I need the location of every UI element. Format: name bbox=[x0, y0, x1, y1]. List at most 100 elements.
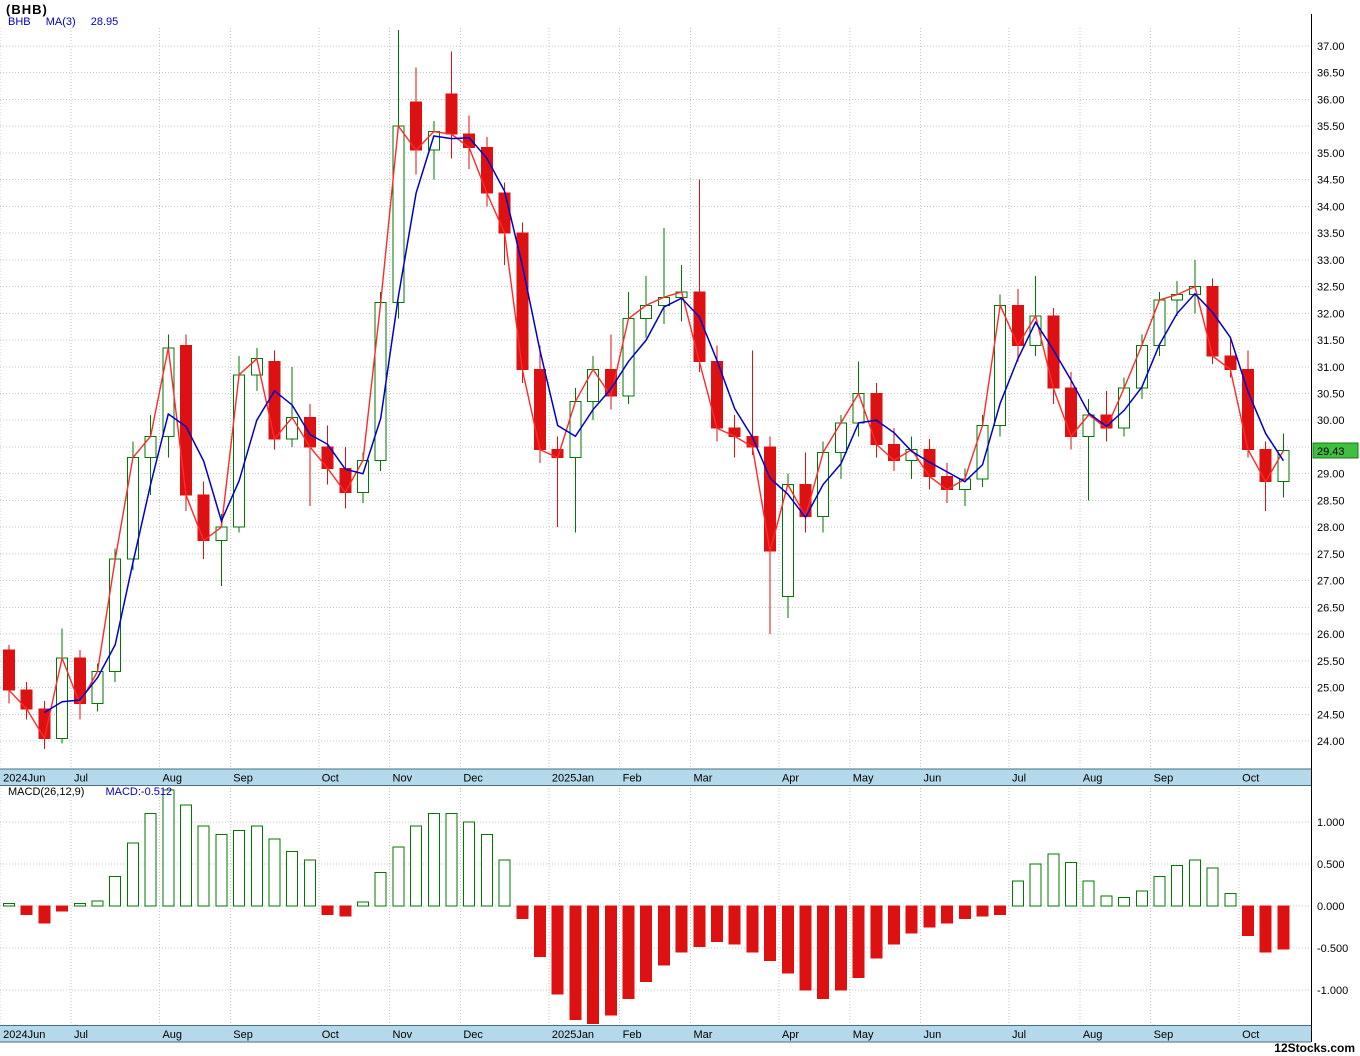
macd-bar bbox=[976, 905, 989, 917]
candle-body bbox=[233, 374, 246, 528]
page-title: (BHB) bbox=[6, 2, 48, 17]
macd-tick-label: 0.000 bbox=[1317, 901, 1345, 913]
macd-bar bbox=[180, 804, 192, 907]
legend-ma-label: MA(3) bbox=[45, 16, 76, 28]
macd-tick-label: 0.500 bbox=[1317, 859, 1345, 871]
month-label: Aug bbox=[1083, 773, 1103, 785]
macd-bar bbox=[1011, 880, 1024, 907]
price-tick-label: 26.50 bbox=[1317, 602, 1345, 614]
macd-bar bbox=[1047, 853, 1060, 907]
price-tick-label: 28.50 bbox=[1317, 495, 1345, 507]
candle-body bbox=[357, 459, 369, 493]
price-tick-label: 32.50 bbox=[1317, 282, 1345, 294]
price-tick-label: 24.00 bbox=[1317, 736, 1345, 748]
macd-bar bbox=[781, 905, 794, 974]
macd-bar bbox=[1082, 880, 1095, 907]
macd-bar bbox=[20, 905, 33, 915]
candle-body bbox=[852, 392, 865, 424]
macd-bar bbox=[303, 859, 316, 907]
macd-bar bbox=[693, 905, 706, 947]
month-label: Nov bbox=[393, 773, 413, 785]
candle-body bbox=[109, 558, 122, 672]
last-price-badge-text: 29.43 bbox=[1317, 446, 1345, 458]
legend-ma-value: 28.95 bbox=[90, 16, 119, 28]
candle-body bbox=[56, 657, 69, 739]
month-label-macd: Nov bbox=[393, 1029, 413, 1041]
macd-bar bbox=[870, 905, 883, 959]
price-tick-label: 29.00 bbox=[1317, 469, 1345, 481]
month-label: Aug bbox=[162, 773, 182, 785]
price-tick-label: 35.00 bbox=[1317, 148, 1345, 160]
macd-bar bbox=[1118, 897, 1131, 907]
macd-bar bbox=[675, 905, 688, 953]
macd-bar bbox=[1029, 863, 1042, 907]
month-label-macd: May bbox=[853, 1029, 874, 1041]
price-tick-label: 31.00 bbox=[1317, 362, 1345, 374]
month-label-macd: Feb bbox=[623, 1029, 642, 1041]
price-tick-label: 27.50 bbox=[1317, 549, 1345, 561]
macd-bar bbox=[445, 813, 458, 907]
macd-bar bbox=[817, 905, 830, 999]
macd-bar bbox=[357, 901, 369, 907]
macd-bar bbox=[339, 905, 352, 917]
macd-current-value: MACD:-0.512 bbox=[105, 786, 173, 798]
month-label: Sep bbox=[233, 773, 253, 785]
month-label: Mar bbox=[693, 773, 712, 785]
macd-bar bbox=[852, 905, 865, 978]
macd-tick-label: -0.500 bbox=[1317, 943, 1348, 955]
macd-bar bbox=[888, 905, 900, 945]
month-label-macd: Jul bbox=[1012, 1029, 1026, 1041]
month-label-macd: Oct bbox=[322, 1029, 339, 1041]
macd-bar bbox=[56, 905, 69, 912]
candle-body bbox=[374, 302, 387, 461]
macd-bar bbox=[534, 905, 546, 957]
candle-body bbox=[1047, 315, 1060, 389]
legend-ticker: BHB bbox=[8, 16, 31, 28]
macd-params-label: MACD(26,12,9) bbox=[8, 786, 85, 798]
macd-bar bbox=[3, 902, 15, 907]
candle-body bbox=[498, 192, 511, 234]
price-tick-label: 24.50 bbox=[1317, 709, 1345, 721]
macd-bar bbox=[905, 905, 918, 934]
price-tick-label: 25.00 bbox=[1317, 683, 1345, 695]
macd-bar bbox=[215, 834, 228, 907]
candle-body bbox=[339, 467, 352, 493]
macd-bar bbox=[410, 825, 423, 907]
candle-body bbox=[463, 133, 476, 149]
macd-bar bbox=[392, 846, 405, 907]
month-label-macd: Sep bbox=[233, 1029, 253, 1041]
price-tick-label: 27.00 bbox=[1317, 576, 1345, 588]
macd-bar bbox=[480, 834, 493, 907]
price-tick-label: 26.00 bbox=[1317, 629, 1345, 641]
price-tick-label: 34.50 bbox=[1317, 175, 1345, 187]
macd-bar bbox=[73, 902, 86, 907]
macd-bar bbox=[1100, 895, 1113, 907]
month-label: Jul bbox=[74, 773, 88, 785]
month-label-macd: Sep bbox=[1154, 1029, 1174, 1041]
macd-bar bbox=[1206, 867, 1219, 907]
macd-bar bbox=[923, 905, 936, 928]
price-tick-label: 33.50 bbox=[1317, 228, 1345, 240]
month-label: Oct bbox=[1242, 773, 1259, 785]
candle-body bbox=[1135, 344, 1148, 389]
macd-bar bbox=[1224, 892, 1237, 907]
price-tick-label: 25.50 bbox=[1317, 656, 1345, 668]
month-label-macd: 2024Jun bbox=[3, 1029, 45, 1041]
macd-bar bbox=[1171, 865, 1184, 907]
macd-bar bbox=[233, 829, 246, 907]
candle-body bbox=[1224, 355, 1237, 370]
price-tick-label: 36.50 bbox=[1317, 68, 1345, 80]
month-label: Dec bbox=[463, 773, 483, 785]
price-tick-label: 28.00 bbox=[1317, 522, 1345, 534]
month-label-macd: Oct bbox=[1242, 1029, 1259, 1041]
macd-bar bbox=[1242, 905, 1254, 936]
month-label-macd: 2025Jan bbox=[552, 1029, 594, 1041]
price-tick-label: 36.00 bbox=[1317, 94, 1345, 106]
month-label: Feb bbox=[623, 773, 642, 785]
candle-body bbox=[516, 232, 529, 370]
month-label: May bbox=[853, 773, 874, 785]
macd-bar bbox=[38, 905, 51, 924]
month-label-macd: Apr bbox=[782, 1029, 799, 1041]
month-label-macd: Aug bbox=[1083, 1029, 1103, 1041]
